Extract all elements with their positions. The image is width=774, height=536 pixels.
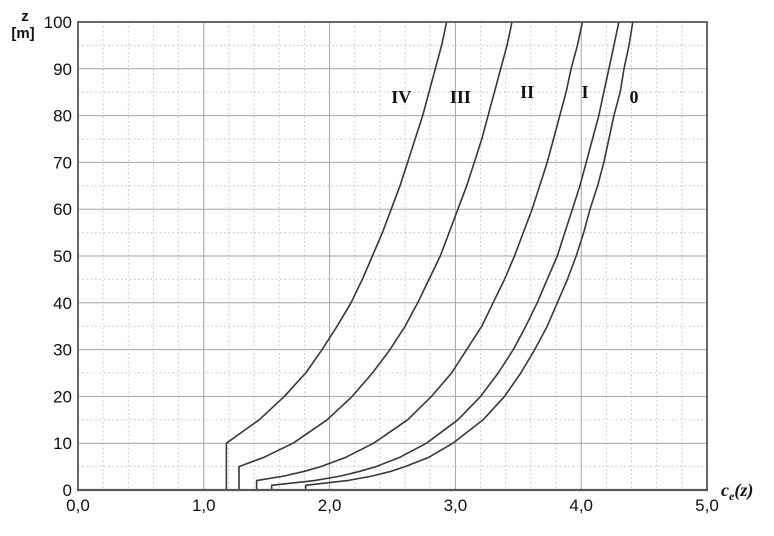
- y-tick-label-10: 10: [53, 434, 72, 453]
- y-tick-label-90: 90: [53, 60, 72, 79]
- curve-I: [270, 21, 620, 490]
- curve-label-III: III: [450, 87, 471, 107]
- curve-III: [238, 21, 513, 490]
- curve-IV: [225, 21, 448, 490]
- x-axis-label-subscript: e: [729, 489, 735, 503]
- y-tick-label-20: 20: [53, 387, 72, 406]
- y-tick-labels: 0 10 20 30 40 50 60 70 80 90 100: [44, 13, 72, 500]
- y-tick-label-40: 40: [53, 294, 72, 313]
- y-tick-label-60: 60: [53, 200, 72, 219]
- curves: [225, 21, 634, 490]
- curve-labels: IV III II I 0: [391, 82, 638, 107]
- curve-label-I: I: [581, 82, 588, 102]
- x-tick-label-5,0: 5,0: [695, 496, 719, 515]
- x-tick-labels: 0,0 1,0 2,0 3,0 4,0 5,0: [66, 496, 719, 515]
- x-tick-label-3,0: 3,0: [444, 496, 468, 515]
- curve-label-IV: IV: [391, 87, 411, 107]
- x-axis-label-argument: (z): [734, 480, 753, 501]
- curve-label-0: 0: [630, 87, 639, 107]
- x-tick-label-2,0: 2,0: [318, 496, 342, 515]
- curve-0: [304, 21, 634, 490]
- y-tick-label-100: 100: [44, 13, 72, 32]
- y-tick-label-70: 70: [53, 153, 72, 172]
- y-axis-label-unit: [m]: [11, 25, 34, 42]
- y-tick-label-0: 0: [63, 481, 72, 500]
- y-tick-label-50: 50: [53, 247, 72, 266]
- curve-II: [255, 21, 584, 490]
- y-tick-label-80: 80: [53, 107, 72, 126]
- x-tick-label-4,0: 4,0: [569, 496, 593, 515]
- y-tick-label-30: 30: [53, 341, 72, 360]
- grid-major: [78, 22, 707, 490]
- x-tick-label-1,0: 1,0: [192, 496, 216, 515]
- curve-label-II: II: [520, 82, 534, 102]
- x-tick-label-0,0: 0,0: [66, 496, 90, 515]
- x-axis-label-symbol: c: [721, 480, 729, 500]
- x-axis-label: ce(z): [721, 480, 753, 503]
- grid-minor: [78, 22, 707, 490]
- y-axis-label: z[m]: [11, 8, 34, 42]
- y-axis-label-symbol: z: [21, 8, 29, 25]
